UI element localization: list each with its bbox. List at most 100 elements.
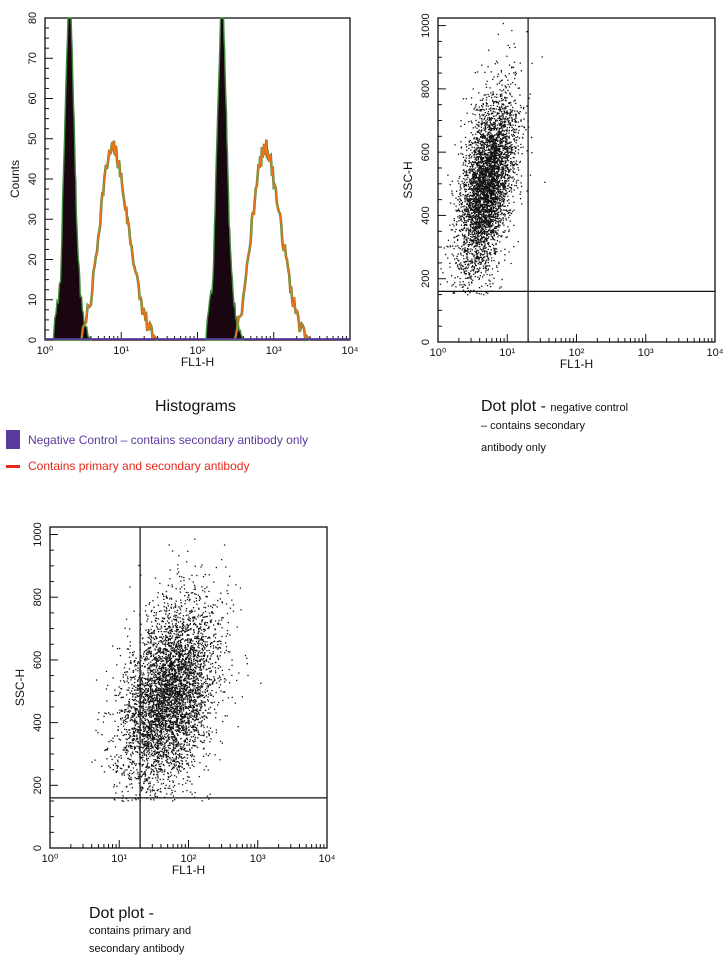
scatter-point (481, 174, 483, 176)
scatter-point (493, 175, 496, 177)
scatter-point (157, 592, 159, 594)
scatter-point (474, 177, 476, 180)
scatter-point (490, 189, 492, 191)
scatter-point (486, 145, 488, 148)
scatter-point (490, 180, 492, 182)
scatter-point (499, 164, 501, 166)
scatter-point (508, 135, 510, 137)
scatter-point (497, 148, 499, 150)
scatter-point (476, 156, 478, 158)
scatter-point (491, 274, 493, 276)
scatter-point (472, 205, 474, 207)
scatter-point (500, 69, 502, 72)
scatter-point (173, 649, 175, 652)
scatter-point (481, 161, 483, 163)
scatter-point (463, 169, 465, 172)
scatter-point (470, 248, 472, 250)
scatter-point (459, 175, 461, 178)
scatter-point (483, 177, 485, 179)
scatter-point (513, 246, 515, 248)
scatter-point (487, 220, 489, 222)
scatter-point (506, 143, 508, 145)
scatter-point (467, 201, 470, 203)
scatter-point (485, 231, 487, 233)
scatter-point (512, 135, 514, 137)
scatter-point (144, 702, 146, 704)
scatter-point (493, 210, 495, 212)
scatter-point (486, 134, 488, 136)
scatter-point (482, 231, 484, 234)
scatter-point (487, 178, 489, 180)
scatter-point (479, 141, 481, 143)
scatter-point (193, 703, 196, 705)
scatter-point (495, 100, 497, 102)
scatter-point (506, 157, 508, 159)
scatter-point (478, 259, 480, 261)
scatter-point (487, 185, 490, 187)
scatter-point (468, 231, 470, 234)
scatter-point (462, 229, 464, 231)
scatter-point (489, 157, 491, 159)
scatter-point (502, 172, 505, 174)
scatter-point (482, 171, 484, 173)
scatter-point (507, 212, 510, 214)
scatter-point (477, 206, 479, 208)
scatter-point (482, 223, 484, 225)
scatter-point (148, 662, 150, 664)
scatter-point (500, 218, 502, 220)
scatter-point (506, 192, 508, 194)
scatter-point (472, 269, 474, 271)
scatter-point (514, 84, 517, 86)
scatter-point (475, 257, 477, 259)
scatter-point (502, 182, 504, 184)
y-tick-label: 60 (27, 92, 39, 104)
scatter-point (493, 179, 495, 181)
scatter-point (485, 114, 488, 116)
scatter-point (489, 163, 491, 165)
scatter-point (490, 197, 492, 199)
scatter-point (157, 751, 160, 753)
scatter-point (486, 149, 488, 151)
scatter-point (493, 191, 495, 193)
scatter-point (498, 160, 500, 162)
scatter-point (515, 114, 518, 116)
scatter-point (486, 233, 488, 236)
scatter-point (201, 644, 203, 646)
scatter-point (463, 261, 465, 263)
scatter-point (472, 206, 474, 208)
scatter-point (495, 138, 498, 140)
scatter-point (482, 254, 484, 256)
scatter-point (491, 144, 493, 146)
scatter-point (219, 677, 221, 679)
scatter-point (493, 201, 495, 203)
scatter-point (494, 216, 496, 218)
scatter-point (503, 205, 505, 207)
scatter-point (499, 143, 501, 145)
scatter-point (482, 137, 484, 139)
scatter-point (494, 154, 496, 156)
scatter-point (513, 165, 515, 167)
scatter-point (481, 276, 484, 278)
scatter-point (523, 118, 525, 120)
scatter-point (478, 197, 481, 199)
scatter-point (464, 159, 466, 161)
scatter-point (486, 159, 488, 161)
scatter-point (503, 202, 505, 204)
scatter-point (498, 166, 500, 168)
scatter-point (487, 268, 490, 270)
scatter-point (156, 660, 158, 662)
scatter-point (478, 152, 480, 155)
scatter-point (514, 121, 516, 123)
scatter-point (484, 170, 486, 172)
scatter-point (455, 235, 458, 238)
scatter-point (449, 224, 451, 226)
scatter-point (493, 153, 495, 155)
scatter-point (500, 106, 502, 109)
scatter-point (459, 186, 461, 188)
scatter-point (462, 286, 465, 288)
scatter-point (506, 111, 509, 113)
scatter-point (480, 190, 482, 192)
scatter-point (147, 641, 149, 643)
scatter-point (496, 178, 498, 180)
scatter-point (495, 248, 498, 250)
